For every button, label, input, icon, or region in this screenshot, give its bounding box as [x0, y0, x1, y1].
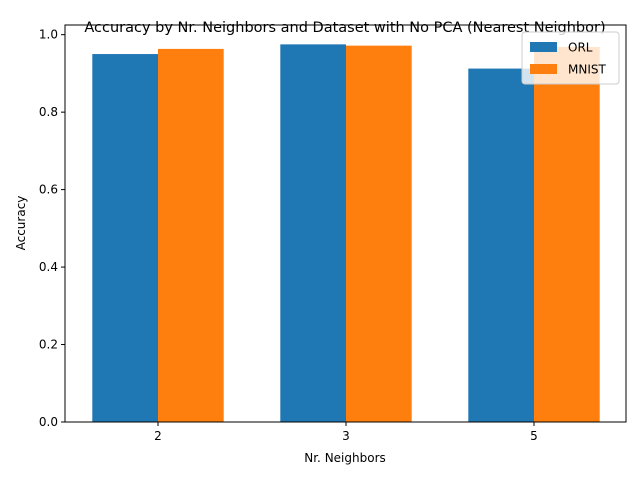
bar-orl-2	[92, 54, 158, 423]
y-tick-label: 0.6	[39, 183, 58, 197]
legend-label-orl: ORL	[568, 41, 593, 55]
bar-mnist-3	[346, 45, 412, 422]
legend: ORL MNIST	[521, 31, 620, 85]
x-tick-label: 2	[154, 429, 162, 443]
x-axis-ticks: 2 3 5	[154, 422, 538, 443]
y-axis-ticks: 0.0 0.2 0.4 0.6 0.8 1.0	[39, 28, 65, 429]
y-axis-label: Accuracy	[14, 196, 28, 251]
x-axis-label: Nr. Neighbors	[304, 451, 386, 465]
chart-title: Accuracy by Nr. Neighbors and Dataset wi…	[84, 20, 605, 36]
x-tick-label: 5	[530, 429, 538, 443]
y-tick-label: 1.0	[39, 28, 58, 42]
bars-group	[92, 44, 600, 423]
legend-swatch-mnist	[530, 64, 557, 74]
bar-orl-5	[468, 68, 534, 422]
y-tick-label: 0.4	[39, 260, 58, 274]
legend-swatch-orl	[530, 42, 557, 52]
y-tick-label: 0.2	[39, 338, 58, 352]
bar-mnist-2	[158, 48, 224, 423]
y-tick-label: 0.8	[39, 105, 58, 119]
x-tick-label: 3	[342, 429, 350, 443]
bar-orl-3	[280, 44, 346, 423]
y-tick-label: 0.0	[39, 415, 58, 429]
legend-label-mnist: MNIST	[568, 63, 606, 77]
legend-items: ORL MNIST	[530, 41, 606, 77]
bar-mnist-5	[534, 46, 600, 422]
